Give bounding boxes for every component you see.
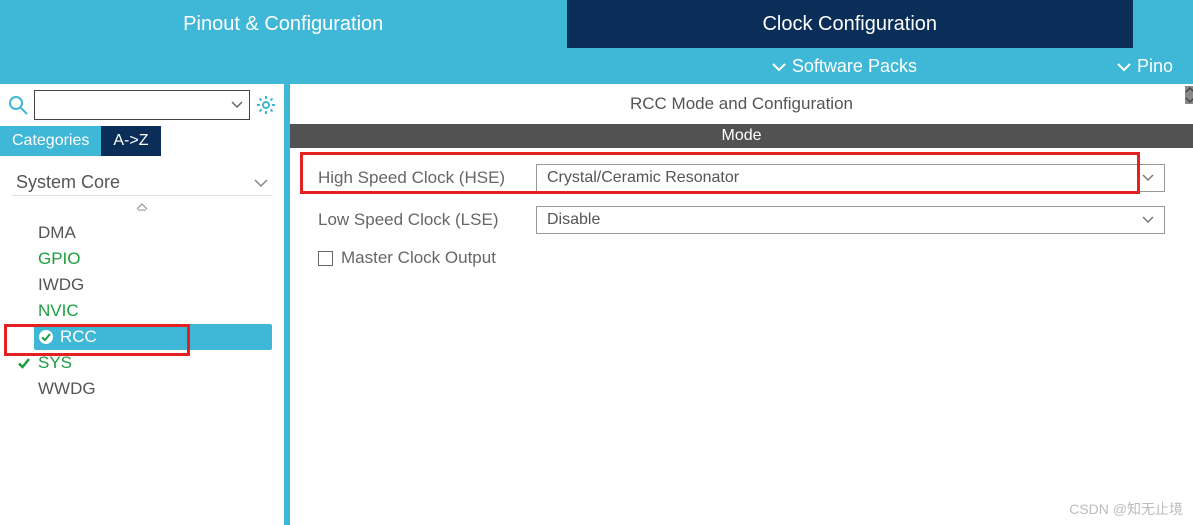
mco-checkbox[interactable]: [318, 251, 333, 266]
main-area: Categories A->Z System Core DMA GPIO IWD…: [0, 84, 1193, 525]
tree-item-gpio[interactable]: GPIO: [34, 246, 272, 272]
sort-handle-icon[interactable]: [12, 196, 272, 220]
search-row: [0, 84, 284, 126]
section-label: System Core: [16, 172, 120, 193]
mode-header: Mode: [290, 124, 1193, 148]
hse-label: High Speed Clock (HSE): [318, 168, 536, 188]
chevron-down-icon: [1117, 56, 1131, 77]
tree-item-iwdg[interactable]: IWDG: [34, 272, 272, 298]
panel-title: RCC Mode and Configuration: [290, 84, 1193, 124]
lse-label: Low Speed Clock (LSE): [318, 210, 536, 230]
tree-item-label: RCC: [60, 327, 97, 347]
category-body: System Core DMA GPIO IWDG NVIC RCC: [0, 156, 284, 412]
lse-select[interactable]: Disable: [536, 206, 1165, 234]
tab-a-to-z[interactable]: A->Z: [101, 126, 160, 156]
gear-icon[interactable]: [256, 95, 276, 115]
section-system-core[interactable]: System Core: [12, 166, 272, 196]
pinout-label-truncated: Pino: [1137, 56, 1173, 77]
software-packs-dropdown[interactable]: Software Packs: [772, 56, 917, 77]
lse-value: Disable: [547, 211, 600, 229]
hse-value: Crystal/Ceramic Resonator: [547, 169, 739, 187]
search-input[interactable]: [34, 90, 250, 120]
check-circle-icon: [38, 329, 56, 345]
sidebar: Categories A->Z System Core DMA GPIO IWD…: [0, 84, 290, 525]
tree-item-label: SYS: [38, 353, 72, 373]
tab-clock-config[interactable]: Clock Configuration: [567, 0, 1134, 48]
peripheral-tree: DMA GPIO IWDG NVIC RCC SYS WWDG: [12, 220, 272, 402]
hse-row: High Speed Clock (HSE) Crystal/Ceramic R…: [318, 164, 1165, 192]
sub-toolbar: Software Packs Pino: [0, 48, 1193, 84]
mode-body: High Speed Clock (HSE) Crystal/Ceramic R…: [290, 148, 1193, 284]
chevron-down-icon: [231, 98, 243, 112]
check-icon: [16, 355, 34, 371]
config-panel: RCC Mode and Configuration Mode High Spe…: [290, 84, 1193, 525]
tab-categories[interactable]: Categories: [0, 126, 101, 156]
chevron-down-icon: [254, 172, 268, 193]
hse-select[interactable]: Crystal/Ceramic Resonator: [536, 164, 1165, 192]
mco-label: Master Clock Output: [341, 248, 496, 268]
mco-row[interactable]: Master Clock Output: [318, 248, 1165, 268]
watermark-text: CSDN @知无止境: [1069, 499, 1183, 519]
tab-pinout-config[interactable]: Pinout & Configuration: [0, 0, 567, 48]
chevron-down-icon: [772, 56, 786, 77]
category-tabs: Categories A->Z: [0, 126, 284, 156]
pinout-dropdown[interactable]: Pino: [1117, 56, 1173, 77]
scroll-indicator-icon[interactable]: [1185, 86, 1193, 104]
top-tabs: Pinout & Configuration Clock Configurati…: [0, 0, 1193, 48]
tree-item-nvic[interactable]: NVIC: [34, 298, 272, 324]
tree-item-sys[interactable]: SYS: [12, 350, 272, 376]
search-icon[interactable]: [8, 95, 28, 115]
tree-item-rcc[interactable]: RCC: [34, 324, 272, 350]
software-packs-label: Software Packs: [792, 56, 917, 77]
tree-item-dma[interactable]: DMA: [34, 220, 272, 246]
chevron-down-icon: [1142, 213, 1154, 227]
lse-row: Low Speed Clock (LSE) Disable: [318, 206, 1165, 234]
chevron-down-icon: [1142, 171, 1154, 185]
tab-edge-spacer: [1133, 0, 1193, 48]
tree-item-wwdg[interactable]: WWDG: [34, 376, 272, 402]
